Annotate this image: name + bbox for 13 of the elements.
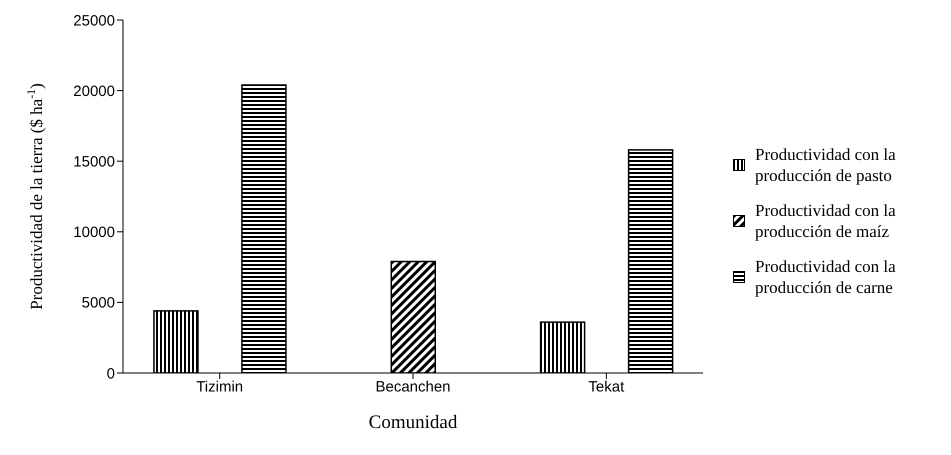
y-tick-label: 25000 <box>73 12 115 30</box>
y-tick-label: 5000 <box>82 294 115 312</box>
x-tick-label: Tizimin <box>196 378 244 396</box>
x-tick-label: Tekat <box>588 378 626 396</box>
y-tick-label: 20000 <box>73 82 115 100</box>
legend-label: Productividad con la producción de maíz <box>755 200 897 242</box>
y-tick-label: 15000 <box>73 154 115 171</box>
y-tick-label: 0 <box>106 365 115 382</box>
y-tick-label: 10000 <box>73 224 115 242</box>
x-tick-label: Becanchen <box>375 378 451 396</box>
legend-label: Productividad con la producción de pasto <box>755 144 897 186</box>
legend-label: Productividad con la producción de carne <box>755 256 897 298</box>
x-axis-title: Comunidad <box>368 412 458 433</box>
